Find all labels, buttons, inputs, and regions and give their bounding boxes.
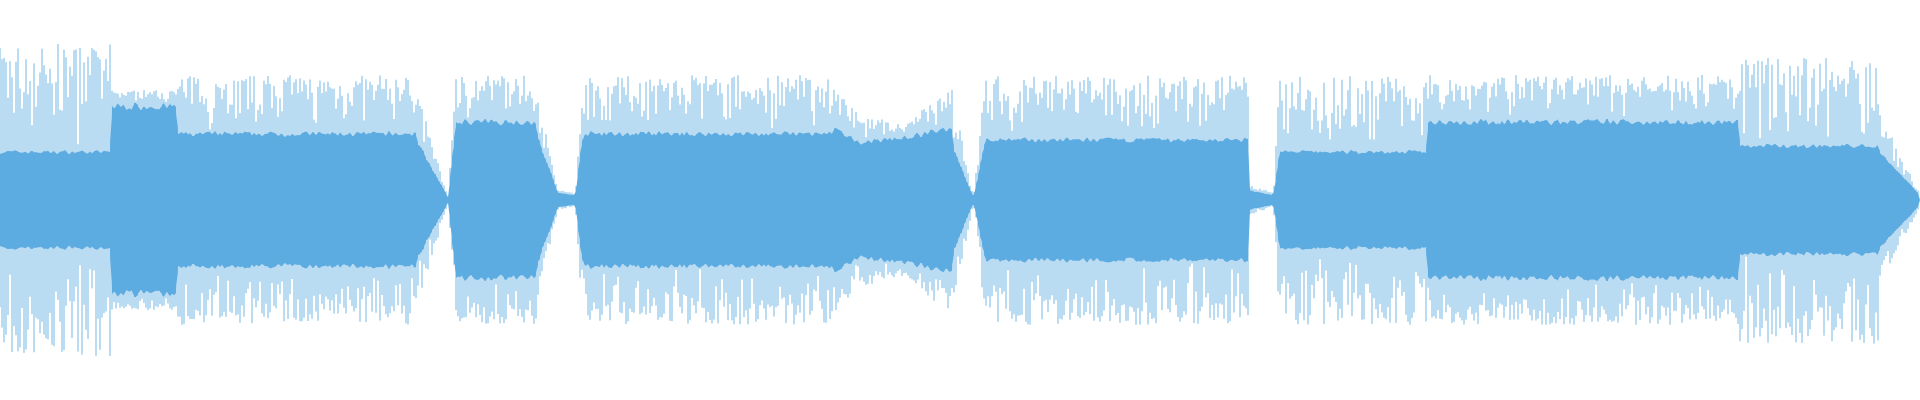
waveform-spikes [0,44,1919,356]
